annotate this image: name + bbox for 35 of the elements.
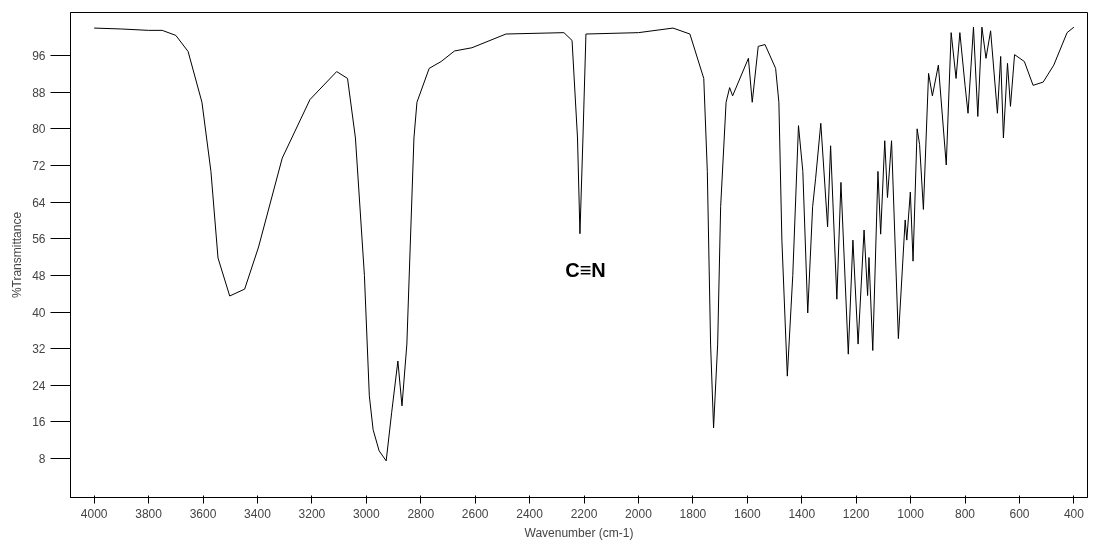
y-tick-label: 88 [32, 85, 46, 100]
x-tick-label: 1400 [788, 506, 816, 521]
x-tick-label: 3400 [244, 506, 272, 521]
annotation: C≡N [565, 258, 606, 281]
y-tick-label: 8 [38, 452, 46, 467]
y-tick-label: 40 [32, 305, 46, 320]
x-tick-label: 1600 [733, 506, 761, 521]
x-tick-label: 1200 [842, 506, 870, 521]
y-tick-label: 56 [32, 232, 46, 247]
x-tick-label: 3600 [189, 506, 217, 521]
y-axis-title: %Transmittance [10, 211, 25, 299]
y-tick-label: 32 [32, 342, 46, 357]
x-tick-label: 2000 [625, 506, 653, 521]
x-tick-label: 2800 [407, 506, 435, 521]
x-tick-label: 1800 [679, 506, 707, 521]
y-tick-label: 48 [32, 268, 46, 283]
y-tick-label: 96 [32, 49, 46, 64]
x-tick-label: 3200 [298, 506, 326, 521]
x-tick-label: 1000 [897, 506, 925, 521]
x-tick-label: 4000 [80, 506, 108, 521]
x-tick-label: 800 [955, 506, 976, 521]
x-axis-title: Wavenumber (cm-1) [524, 525, 634, 540]
y-tick-label: 64 [32, 195, 46, 210]
y-tick-label: 16 [32, 415, 46, 430]
x-tick-label: 2600 [461, 506, 489, 521]
y-tick-label: 72 [32, 158, 46, 173]
x-tick-label: 600 [1009, 506, 1030, 521]
x-tick-label: 3800 [135, 506, 163, 521]
y-tick-label: 80 [32, 122, 46, 137]
x-tick-label: 2400 [516, 506, 544, 521]
x-tick-label: 400 [1063, 506, 1085, 521]
line-series [93, 26, 1075, 462]
x-tick-label: 2200 [570, 506, 598, 521]
y-tick-label: 24 [32, 378, 46, 393]
x-tick-label: 3000 [352, 506, 380, 521]
